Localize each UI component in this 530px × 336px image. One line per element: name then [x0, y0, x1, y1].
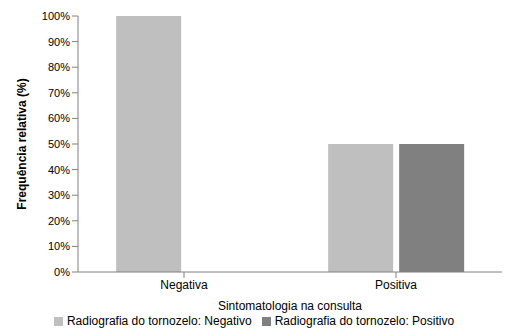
svg-text:Positiva: Positiva [375, 278, 417, 292]
svg-text:40%: 40% [48, 164, 70, 176]
html-text:Radiografia do tornozelo: Nega: Radiografia do tornozelo: Negativo [66, 314, 252, 328]
html-text:Radiografia do tornozelo: Posi: Radiografia do tornozelo: Positivo [274, 314, 455, 328]
svg-text:0%: 0% [54, 266, 70, 278]
svg-text:70%: 70% [48, 87, 70, 99]
svg-text:30%: 30% [48, 189, 70, 201]
svg-text:100%: 100% [42, 10, 70, 22]
svg-text:90%: 90% [48, 36, 70, 48]
svg-text:60%: 60% [48, 112, 70, 124]
svg-text:10%: 10% [48, 240, 70, 252]
svg-text:20%: 20% [48, 215, 70, 227]
svg-text:Sintomatologia na consulta: Sintomatologia na consulta [218, 299, 362, 313]
svg-text:Frequência relativa (%): Frequência relativa (%) [15, 78, 29, 209]
svg-text:Negativa: Negativa [160, 278, 208, 292]
svg-text:80%: 80% [48, 61, 70, 73]
svg-text:50%: 50% [48, 138, 70, 150]
